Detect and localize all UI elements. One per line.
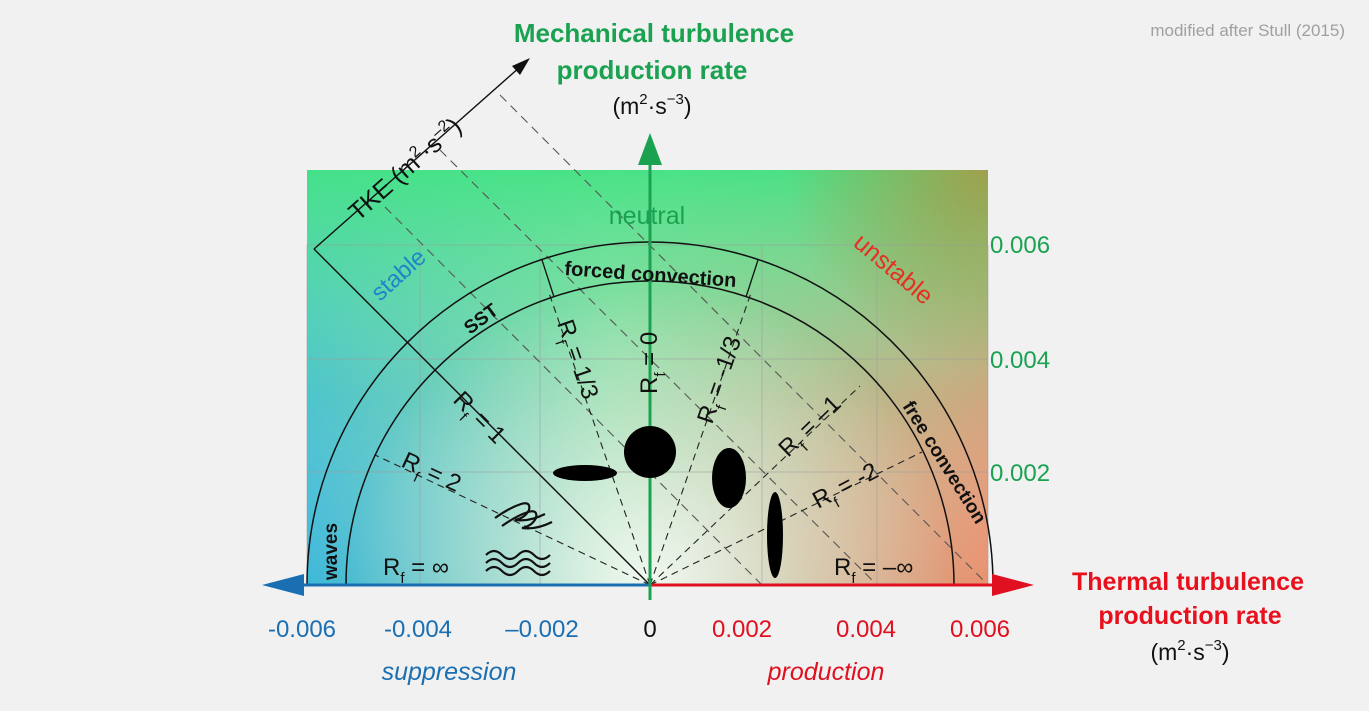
y-axis-title-line1: Mechanical turbulence <box>514 18 794 48</box>
suppression-label: suppression <box>382 658 517 686</box>
x-tick-pos-0.006: 0.006 <box>950 616 1010 643</box>
y-tick-0.006: 0.006 <box>990 232 1050 259</box>
rf-neg-inf-label: Rf = –∞ <box>834 554 913 587</box>
eddy-circle <box>624 426 676 478</box>
x-axis-title-line1: Thermal turbulence <box>1072 568 1304 596</box>
y-tick-0.004: 0.004 <box>990 347 1050 374</box>
eddy-tall-ellipse <box>767 492 783 578</box>
rf-inf-label: Rf = ∞ <box>383 554 449 587</box>
x-tick-neg-0.006: -0.006 <box>268 616 336 643</box>
x-tick-pos-0.002: 0.002 <box>712 616 772 643</box>
forced-divider-right <box>745 259 759 298</box>
waves-label: waves <box>321 523 342 581</box>
wave-symbol <box>485 549 551 577</box>
rf-two-label: Rf = 2 <box>395 447 465 503</box>
eddy-shapes <box>553 426 783 578</box>
y-axis-unit: (m2·s−3) <box>612 91 691 119</box>
x-axis-unit: (m2·s−3) <box>1150 637 1229 665</box>
rf-one-line <box>329 264 651 586</box>
forced-divider-left <box>541 259 555 298</box>
tke-arrowhead <box>512 58 530 75</box>
y-tick-0.002: 0.002 <box>990 460 1050 487</box>
x-arrow-left <box>262 574 304 596</box>
production-label: production <box>767 658 885 686</box>
x-arrow-right <box>992 574 1034 596</box>
x-tick-zero: 0 <box>643 616 656 643</box>
y-arrowhead <box>638 133 662 165</box>
y-axis <box>638 133 662 600</box>
rf-zero-label: Rf = 0 <box>636 332 669 394</box>
eddy-tilted-ellipse <box>712 448 746 508</box>
breaking-wave-symbol <box>494 502 553 530</box>
y-axis-title-line2: production rate <box>557 55 748 85</box>
x-axis-title-line2: production rate <box>1098 602 1281 630</box>
eddy-flat-ellipse <box>553 465 617 481</box>
rf-radial-lines <box>348 289 923 586</box>
x-tick-neg-0.002: –0.002 <box>505 616 578 643</box>
neutral-label: neutral <box>609 202 685 230</box>
x-tick-neg-0.004: -0.004 <box>384 616 452 643</box>
credit-text: modified after Stull (2015) <box>1150 21 1345 40</box>
x-tick-pos-0.004: 0.004 <box>836 616 896 643</box>
x-axis <box>262 574 1034 596</box>
tke-axis <box>313 58 530 266</box>
